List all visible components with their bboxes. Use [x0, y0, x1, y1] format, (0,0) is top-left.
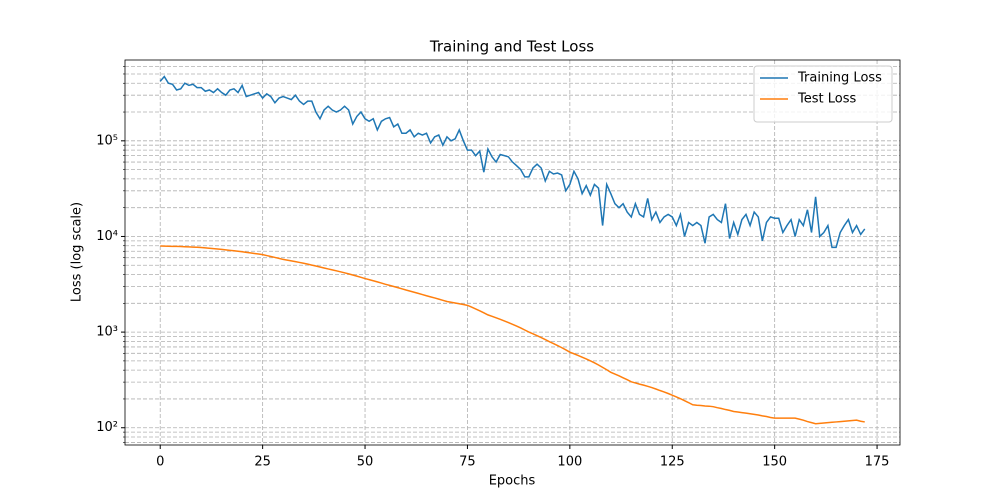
x-tick-label: 50	[357, 455, 374, 470]
y-tick-label: 10⁴	[96, 229, 118, 244]
legend-box	[753, 65, 893, 123]
x-tick-label: 25	[254, 455, 271, 470]
y-axis-label: Loss (log scale)	[70, 202, 85, 302]
legend-label: Training Loss	[797, 71, 882, 86]
chart-title: Training and Test Loss	[429, 38, 594, 56]
x-tick-label: 75	[459, 455, 476, 470]
y-tick-label: 10³	[96, 325, 118, 340]
x-tick-label: 125	[660, 455, 685, 470]
y-tick-label: 10²	[96, 420, 118, 435]
x-tick-label: 0	[156, 455, 164, 470]
data-line	[160, 245, 865, 425]
x-tick-label: 150	[762, 455, 787, 470]
data-line	[159, 75, 866, 249]
plot-frame	[124, 59, 901, 446]
x-tick-label: 100	[557, 455, 582, 470]
legend-label: Test Loss	[797, 92, 856, 107]
y-tick-label: 10⁵	[96, 133, 118, 148]
x-axis-label: Epochs	[489, 474, 536, 489]
x-tick-label: 175	[865, 455, 890, 470]
